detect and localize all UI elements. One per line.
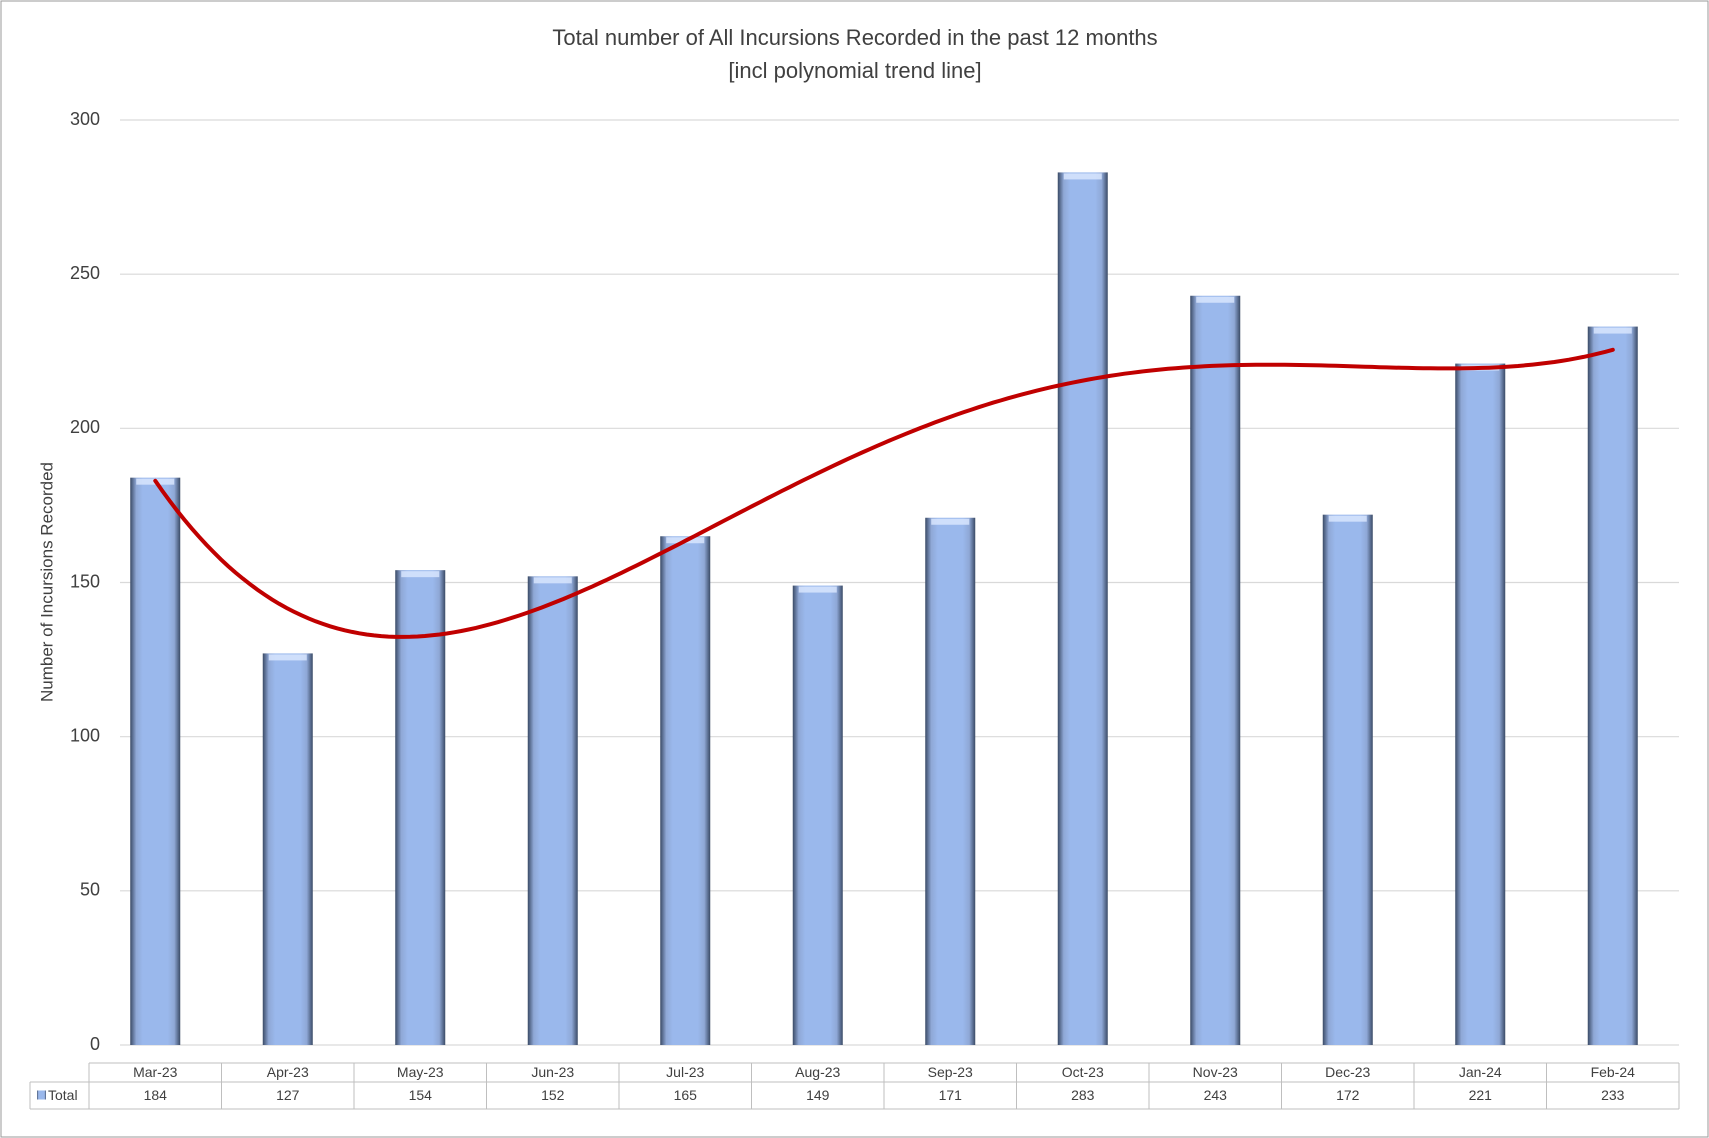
bar (1455, 363, 1506, 1045)
x-tick-label: Mar-23 (133, 1064, 178, 1080)
x-tick-label: May-23 (397, 1064, 444, 1080)
x-tick-label: Aug-23 (795, 1064, 840, 1080)
bar (925, 517, 976, 1045)
y-tick-label: 150 (70, 571, 100, 591)
legend-key (37, 1090, 46, 1100)
data-table-value: 127 (276, 1087, 300, 1103)
y-tick-label: 300 (70, 109, 100, 129)
bar-highlight (1063, 173, 1102, 180)
bar (395, 570, 446, 1045)
bar (262, 653, 313, 1045)
bar (660, 536, 711, 1045)
bar-highlight (931, 518, 970, 525)
bar (1190, 295, 1241, 1045)
x-tick-label: Jul-23 (666, 1064, 704, 1080)
data-table-value: 171 (939, 1087, 963, 1103)
x-tick-label: Jun-23 (531, 1064, 574, 1080)
x-tick-label: Dec-23 (1325, 1064, 1370, 1080)
data-table-value: 172 (1336, 1087, 1360, 1103)
y-tick-label: 0 (90, 1034, 100, 1054)
data-table-value: 243 (1204, 1087, 1228, 1103)
data-table-value: 184 (144, 1087, 168, 1103)
chart-subtitle: [incl polynomial trend line] (728, 58, 981, 83)
bar-highlight (1328, 515, 1367, 522)
bar (1057, 172, 1108, 1045)
bar-highlight (1196, 296, 1235, 303)
bar (1322, 514, 1373, 1045)
y-tick-label: 200 (70, 417, 100, 437)
data-table-value: 149 (806, 1087, 830, 1103)
bar (1587, 326, 1638, 1045)
bar-highlight (533, 577, 572, 584)
data-table-value: 154 (409, 1087, 433, 1103)
x-tick-label: Sep-23 (928, 1064, 973, 1080)
x-tick-label: Feb-24 (1591, 1064, 1636, 1080)
x-tick-label: Apr-23 (267, 1064, 309, 1080)
bar (527, 576, 578, 1045)
y-tick-label: 100 (70, 725, 100, 745)
bar-highlight (401, 571, 440, 578)
data-table-value: 165 (674, 1087, 698, 1103)
x-tick-label: Nov-23 (1193, 1064, 1238, 1080)
x-tick-label: Jan-24 (1459, 1064, 1502, 1080)
data-table-value: 152 (541, 1087, 565, 1103)
x-tick-label: Oct-23 (1062, 1064, 1104, 1080)
y-tick-label: 50 (80, 880, 100, 900)
bar-highlight (798, 586, 837, 593)
bar-highlight (1593, 327, 1632, 334)
data-table-value: 221 (1469, 1087, 1493, 1103)
bar (792, 585, 843, 1045)
data-table-value: 283 (1071, 1087, 1095, 1103)
y-axis-label: Number of Incursions Recorded (37, 462, 56, 702)
trend-line (153, 347, 1615, 639)
data-table-value: 233 (1601, 1087, 1625, 1103)
bar-highlight (268, 654, 307, 661)
chart-title: Total number of All Incursions Recorded … (552, 25, 1157, 50)
legend-label: Total (48, 1087, 78, 1103)
y-tick-label: 250 (70, 263, 100, 283)
bar (130, 477, 181, 1046)
